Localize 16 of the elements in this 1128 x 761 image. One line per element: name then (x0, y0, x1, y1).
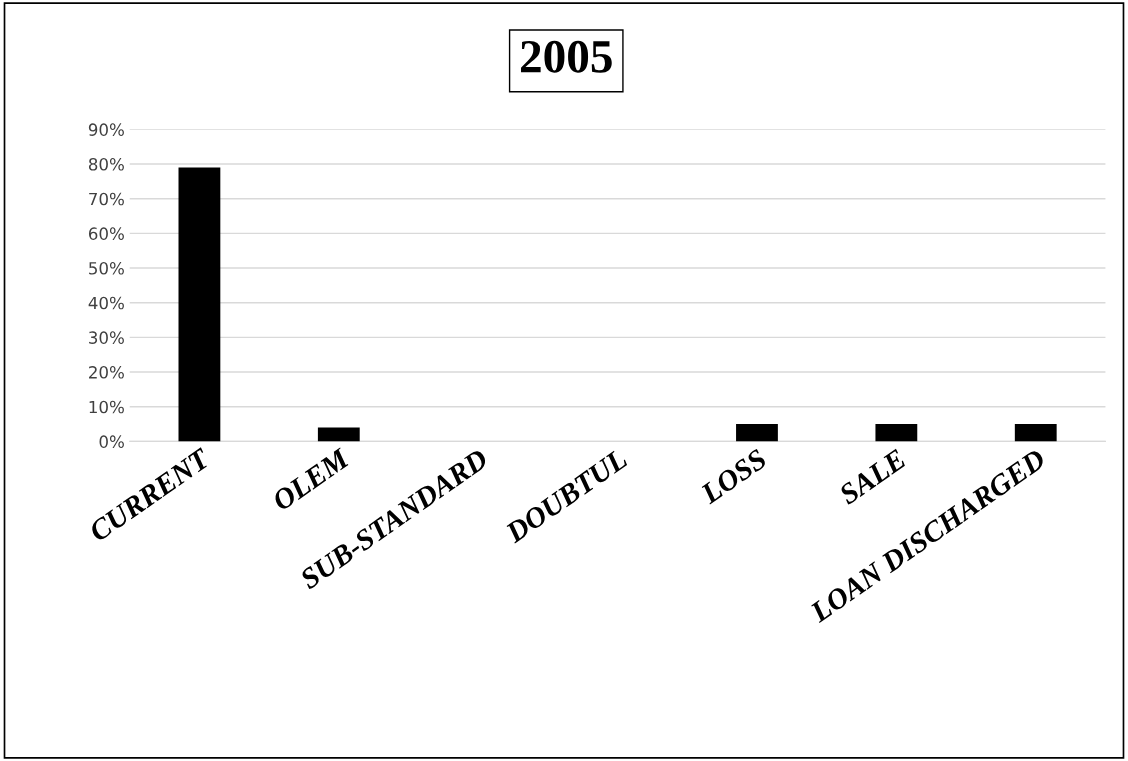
bar (178, 167, 221, 442)
bar (736, 424, 778, 442)
y-tick-label: 70% (89, 192, 124, 206)
bar (317, 427, 360, 442)
y-tick-label: 80% (88, 158, 124, 171)
y-tick-label: 60% (88, 227, 124, 240)
y-tick-label: 50% (89, 262, 124, 275)
bar (1014, 424, 1057, 442)
bar (875, 424, 918, 442)
y-tick-label: 30% (89, 331, 124, 344)
y-tick-label: 20% (89, 366, 124, 379)
y-tick-label: 90% (88, 123, 124, 136)
y-tick-label: 0% (99, 435, 124, 448)
y-tick-label: 10% (89, 400, 124, 414)
y-tick-label: 40% (88, 296, 124, 310)
chart-title: 2005 (521, 40, 612, 73)
